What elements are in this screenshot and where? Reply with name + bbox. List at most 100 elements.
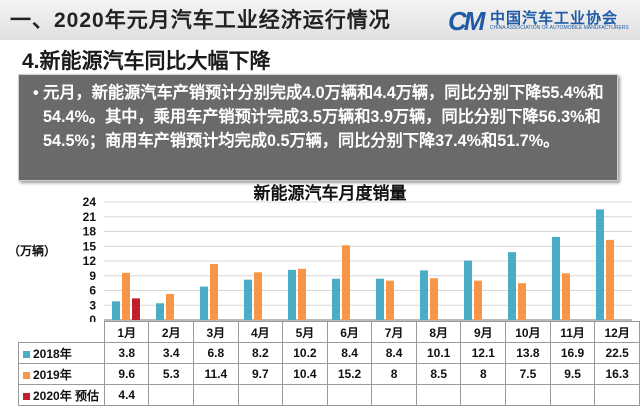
data-label (505, 384, 551, 406)
data-label: 8.4 (371, 342, 417, 364)
bar (562, 273, 570, 320)
bar (474, 280, 482, 320)
series-name: 2018年 (33, 346, 72, 361)
data-label: 22.5 (594, 342, 640, 364)
x-tick-label: 9月 (460, 321, 507, 343)
bar (288, 269, 296, 320)
x-tick-label: 10月 (505, 321, 551, 343)
table-row: 2020年 预估 4.4 (18, 384, 640, 406)
table-row: 1月 2月 3月 4月 5月 6月 7月 8月 9月 10月 11月 12月 (19, 321, 640, 343)
data-label: 3.8 (103, 342, 150, 364)
bar (518, 283, 526, 320)
x-tick-label: 12月 (594, 321, 640, 343)
data-label: 13.8 (505, 342, 551, 364)
y-axis-label: （万辆） (8, 243, 56, 258)
y-tick-label: 12 (83, 254, 97, 268)
logo-mark: CM (448, 6, 485, 36)
series-name: 2020年 预估 (33, 388, 100, 403)
y-tick-label: 9 (89, 269, 96, 283)
data-label: 8.2 (237, 342, 284, 364)
bar (376, 278, 384, 320)
x-tick-label: 8月 (415, 321, 462, 343)
data-label (460, 384, 507, 406)
data-label: 8.4 (326, 342, 373, 364)
legend-entry: 2018年 (18, 342, 105, 364)
bar (112, 301, 120, 320)
series-name: 2019年 (33, 367, 72, 382)
x-tick-label: 11月 (549, 321, 596, 343)
bar (596, 209, 604, 320)
bar (122, 272, 130, 320)
data-label: 10.4 (282, 363, 328, 385)
data-label (237, 384, 284, 406)
legend-swatch (23, 392, 30, 400)
legend-entry: 2019年 (18, 363, 105, 385)
header-bar: 一、2020年元月汽车工业经济运行情况 CM 中国汽车工业协会 CHINA AS… (0, 0, 640, 40)
slide-title: 4.新能源汽车同比大幅下降 (22, 50, 271, 73)
data-table: 1月 2月 3月 4月 5月 6月 7月 8月 9月 10月 11月 12月 2018年 3.8 3.4 6.… (18, 321, 640, 406)
bar (298, 268, 306, 320)
bar (254, 272, 262, 320)
table-row: 2018年 3.8 3.4 6.8 8.2 10.2 8.4 8.4 10.1 12.1 13.8 1… (18, 342, 640, 364)
bar (606, 239, 614, 320)
y-tick-label: 3 (89, 298, 96, 312)
x-tick-label: 1月 (103, 321, 150, 343)
x-tick-label: 4月 (237, 321, 284, 343)
x-tick-label: 6月 (326, 321, 373, 343)
x-tick-label: 3月 (192, 321, 239, 343)
header-title: 一、2020年元月汽车工业经济运行情况 (10, 9, 391, 32)
data-label: 7.5 (505, 363, 551, 385)
bar (552, 236, 560, 320)
y-tick-label: 15 (83, 239, 97, 253)
data-label (192, 384, 239, 406)
logo-name-en: CHINA ASSOCIATION OF AUTOMOBILE MANUFACT… (490, 25, 629, 31)
data-label: 10.2 (282, 342, 328, 364)
data-label: 9.6 (103, 363, 150, 385)
y-tick-label: 0 (89, 313, 96, 322)
summary-text: • 元月，新能源汽车产销预计分别完成4.0万辆和4.4万辆，同比分别下降55.4… (33, 84, 604, 150)
caam-logo: CM 中国汽车工业协会 CHINA ASSOCIATION OF AUTOMOB… (448, 6, 634, 36)
bar (210, 263, 218, 320)
data-label: 16.9 (549, 342, 596, 364)
table-row: 2019年 9.6 5.3 11.4 9.7 10.4 15.2 8 8.5 8 7.5 9.5 16.… (18, 363, 640, 385)
chart-title: 新能源汽车月度销量 (254, 183, 407, 203)
bar (430, 278, 438, 320)
bar (200, 286, 208, 320)
summary-box: • 元月，新能源汽车产销预计分别完成4.0万辆和4.4万辆，同比分别下降55.4… (18, 74, 618, 181)
data-label: 6.8 (192, 342, 239, 364)
bar (508, 252, 516, 320)
data-label: 5.3 (148, 363, 194, 385)
y-tick-label: 6 (89, 284, 96, 298)
legend-entry: 2020年 预估 (18, 384, 105, 406)
legend-swatch (23, 371, 30, 379)
data-label (326, 384, 373, 406)
y-tick-label: 18 (83, 225, 97, 239)
bar (332, 278, 340, 320)
legend-swatch (23, 350, 30, 358)
x-tick-label: 2月 (148, 321, 194, 343)
data-label: 10.1 (415, 342, 462, 364)
data-label: 4.4 (103, 384, 150, 406)
data-label: 8 (460, 363, 507, 385)
y-tick-label: 24 (83, 195, 97, 209)
data-label (549, 384, 596, 406)
data-label (148, 384, 194, 406)
data-label: 9.5 (549, 363, 596, 385)
bar (244, 279, 252, 320)
bar (132, 298, 140, 320)
x-tick-label: 7月 (371, 321, 417, 343)
bar (420, 270, 428, 320)
data-label (594, 384, 640, 406)
bar (342, 245, 350, 320)
data-label: 9.7 (237, 363, 284, 385)
table-corner (19, 322, 105, 343)
data-label: 8 (371, 363, 417, 385)
data-label: 15.2 (326, 363, 373, 385)
data-label: 8.5 (415, 363, 462, 385)
data-label (371, 384, 417, 406)
bar (386, 280, 394, 320)
data-label (415, 384, 462, 406)
data-label (282, 384, 328, 406)
bar (156, 303, 164, 320)
